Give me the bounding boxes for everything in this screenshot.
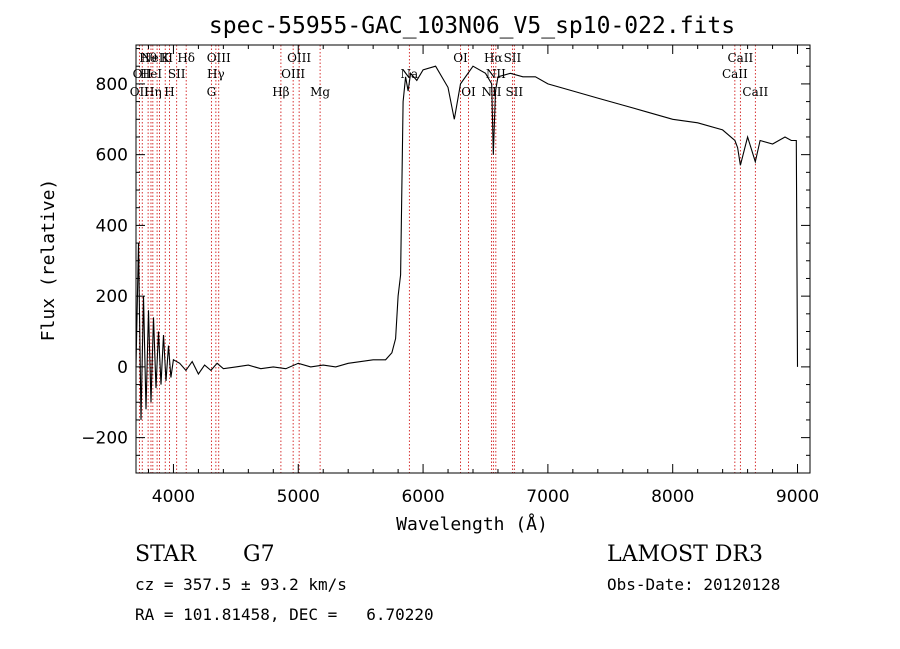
x-tick-label: 4000	[152, 487, 195, 507]
spectral-line-label: K	[161, 51, 171, 65]
spectral-line-label: Hγ	[207, 67, 225, 81]
spectral-line-label: CaII	[727, 51, 753, 65]
y-tick-label: 800	[96, 75, 128, 95]
spectral-line-label: H	[164, 85, 174, 99]
y-tick-label: 600	[96, 146, 128, 166]
observation-date: Obs-Date: 20120128	[607, 575, 780, 594]
coordinates: RA = 101.81458, DEC = 6.70220	[135, 605, 434, 624]
spectral-line-label: OIII	[281, 67, 305, 81]
x-tick-label: 7000	[526, 487, 569, 507]
x-axis-ticks: 4000 5000 6000 7000 8000 9000	[147, 45, 819, 507]
x-tick-label: 9000	[776, 487, 819, 507]
spectral-line-label: SII	[504, 51, 522, 65]
plot-frame	[135, 44, 811, 474]
spectral-line-label: Hβ	[272, 85, 289, 99]
redshift-cz: cz = 357.5 ± 93.2 km/s	[135, 575, 347, 594]
y-tick-label: 400	[96, 216, 128, 236]
spectral-line-label: Hθ	[139, 51, 157, 65]
spectral-line-label: Mg	[310, 85, 330, 99]
y-tick-label: −200	[81, 429, 128, 449]
spectral-line-label: NII	[486, 67, 506, 81]
spectral-line-label: CaII	[742, 85, 768, 99]
x-tick-label: 8000	[651, 487, 694, 507]
y-axis-label: Flux (relative)	[38, 179, 59, 342]
chart-title: spec-55955-GAC_103N06_V5_sp10-022.fits	[209, 13, 735, 39]
spectral-line-label: NeIII	[141, 51, 173, 65]
x-axis-label: Wavelength (Å)	[396, 513, 548, 535]
spectral-line-markers	[138, 45, 756, 473]
spectral-line-label: OI	[453, 51, 468, 65]
spectral-line-label: Hα	[484, 51, 503, 65]
y-tick-label: 200	[96, 287, 128, 307]
object-class: STAR	[135, 542, 197, 567]
spectral-line-label: SII	[168, 67, 186, 81]
spectral-line-label: Hη	[144, 85, 162, 99]
spectral-line-label: OIII	[287, 51, 311, 65]
y-tick-label: 0	[117, 358, 128, 378]
spectral-line-label: CaII	[722, 67, 748, 81]
x-tick-label: 6000	[401, 487, 444, 507]
spectral-line-label: HeI	[140, 67, 163, 81]
spectral-line-label: OII	[133, 67, 153, 81]
spectral-line-label: Hδ	[177, 51, 195, 65]
object-subclass: G7	[243, 542, 275, 567]
spectral-line-label: G	[207, 85, 217, 99]
flux-series-line	[135, 65, 799, 420]
spectral-line-label: SII	[505, 85, 523, 99]
x-tick-label: 5000	[277, 487, 320, 507]
spectral-line-label: OII	[130, 85, 150, 99]
survey-name: LAMOST DR3	[607, 542, 763, 567]
y-axis-ticks: −200 0 200 400 600 800	[81, 48, 810, 456]
spectral-line-label: OI	[461, 85, 476, 99]
spectral-line-label: OIII	[207, 51, 231, 65]
